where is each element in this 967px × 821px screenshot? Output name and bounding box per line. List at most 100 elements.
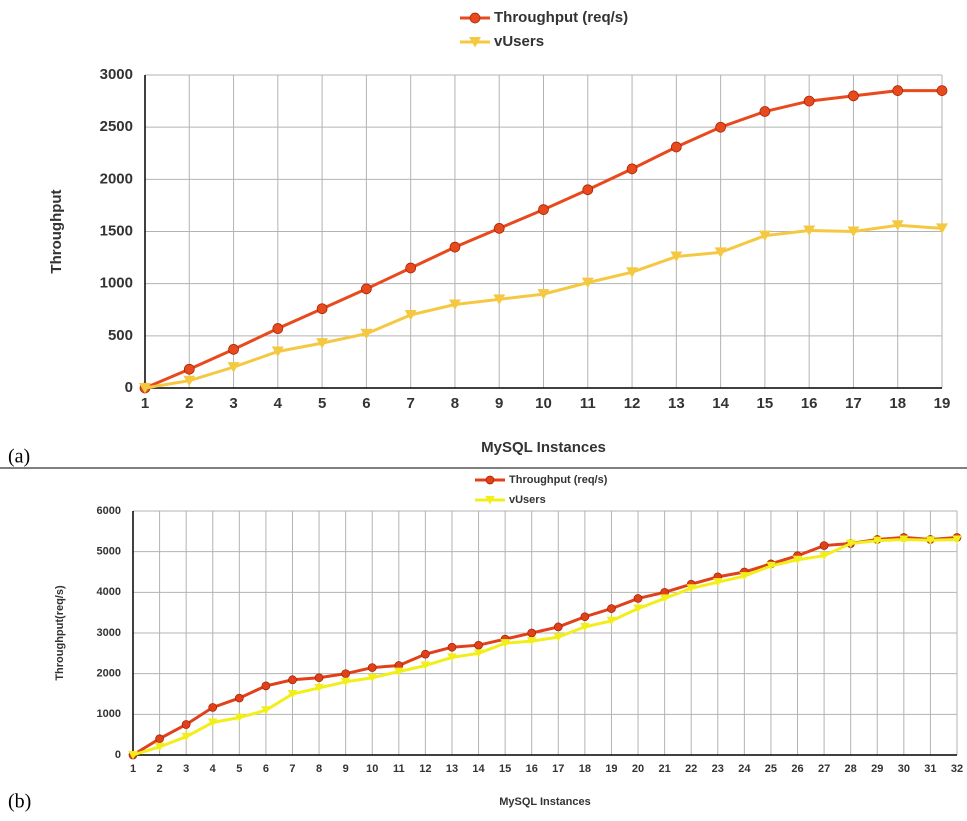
y-tick-label: 3000 (100, 66, 133, 83)
data-point (394, 667, 404, 677)
x-tick-label: 11 (580, 395, 596, 412)
data-point (493, 294, 506, 305)
data-point (845, 539, 856, 548)
legend-label: Throughput (req/s) (494, 9, 628, 26)
x-axis-label: MySQL Instances (499, 796, 591, 808)
x-tick-label: 15 (757, 395, 774, 412)
y-tick-label: 4000 (97, 586, 121, 598)
data-point (553, 633, 564, 642)
data-point (421, 649, 430, 659)
data-point (758, 230, 771, 242)
data-point (537, 289, 550, 300)
data-point (580, 612, 590, 622)
data-point (606, 616, 617, 626)
data-point (316, 303, 328, 315)
x-tick-label: 18 (579, 763, 591, 775)
data-point (739, 572, 750, 581)
data-point (607, 604, 616, 613)
data-point (340, 677, 351, 687)
x-tick-label: 15 (499, 763, 511, 775)
data-point (128, 751, 138, 760)
x-tick-label: 4 (210, 763, 217, 775)
data-point (803, 225, 816, 236)
x-tick-label: 23 (712, 763, 724, 775)
x-tick-label: 8 (451, 395, 459, 412)
x-tick-label: 2 (185, 395, 193, 412)
y-tick-label: 5000 (97, 546, 121, 558)
data-point (367, 673, 378, 683)
x-tick-label: 10 (535, 395, 552, 412)
data-point (288, 675, 297, 685)
x-tick-label: 1 (141, 395, 149, 412)
data-point (287, 690, 298, 699)
data-point (633, 594, 643, 603)
data-point (500, 639, 510, 648)
x-tick-label: 24 (738, 763, 751, 775)
x-tick-label: 20 (632, 763, 644, 775)
data-point (626, 267, 639, 278)
data-point (261, 706, 271, 715)
data-point (183, 363, 195, 375)
data-point (892, 85, 904, 97)
data-point (420, 661, 431, 670)
x-tick-label: 31 (924, 763, 936, 775)
panel-label: (a) (8, 446, 30, 468)
data-point (538, 204, 549, 215)
panel-label: (b) (8, 791, 31, 813)
data-point (659, 594, 670, 603)
x-tick-label: 4 (274, 395, 283, 412)
data-point (527, 628, 537, 638)
x-tick-label: 8 (316, 763, 322, 775)
data-point (766, 561, 776, 571)
data-point (792, 555, 803, 565)
data-point (449, 241, 461, 253)
y-tick-label: 2000 (97, 668, 121, 680)
x-tick-label: 21 (658, 763, 670, 775)
data-point (447, 653, 457, 662)
data-point (872, 536, 883, 546)
data-point (154, 742, 165, 752)
data-point (448, 299, 461, 311)
legend-marker (469, 12, 481, 24)
data-point (891, 220, 904, 231)
x-tick-label: 3 (229, 395, 237, 412)
data-point (234, 713, 245, 722)
y-tick-label: 1000 (100, 275, 133, 292)
data-point (803, 95, 815, 107)
data-point (936, 85, 948, 97)
x-tick-label: 16 (801, 395, 818, 412)
data-point (404, 309, 417, 321)
legend-marker (485, 475, 495, 485)
data-point (208, 703, 218, 712)
x-tick-label: 6 (263, 763, 269, 775)
data-point (712, 578, 723, 587)
data-point (361, 283, 372, 295)
data-point (316, 338, 329, 349)
x-tick-label: 28 (845, 763, 857, 775)
y-tick-label: 2000 (100, 170, 133, 187)
data-point (580, 622, 590, 632)
y-tick-label: 0 (125, 379, 133, 396)
x-tick-label: 11 (393, 763, 405, 775)
x-tick-label: 5 (236, 763, 242, 775)
x-tick-label: 27 (818, 763, 830, 775)
x-tick-label: 5 (318, 395, 326, 412)
series-line (132, 535, 958, 757)
x-tick-label: 25 (765, 763, 777, 775)
x-tick-label: 6 (362, 395, 370, 412)
data-point (447, 642, 457, 652)
x-tick-label: 9 (343, 763, 349, 775)
y-tick-label: 1500 (100, 222, 133, 239)
data-point (686, 584, 696, 593)
data-point (759, 106, 771, 117)
data-point (207, 718, 218, 727)
x-tick-label: 3 (183, 763, 189, 775)
x-tick-label: 2 (157, 763, 163, 775)
data-point (582, 184, 594, 196)
x-tick-label: 12 (624, 395, 641, 412)
x-tick-label: 16 (526, 763, 538, 775)
data-point (633, 604, 643, 613)
x-tick-label: 17 (552, 763, 564, 775)
data-point (473, 649, 484, 658)
data-point (819, 551, 829, 561)
